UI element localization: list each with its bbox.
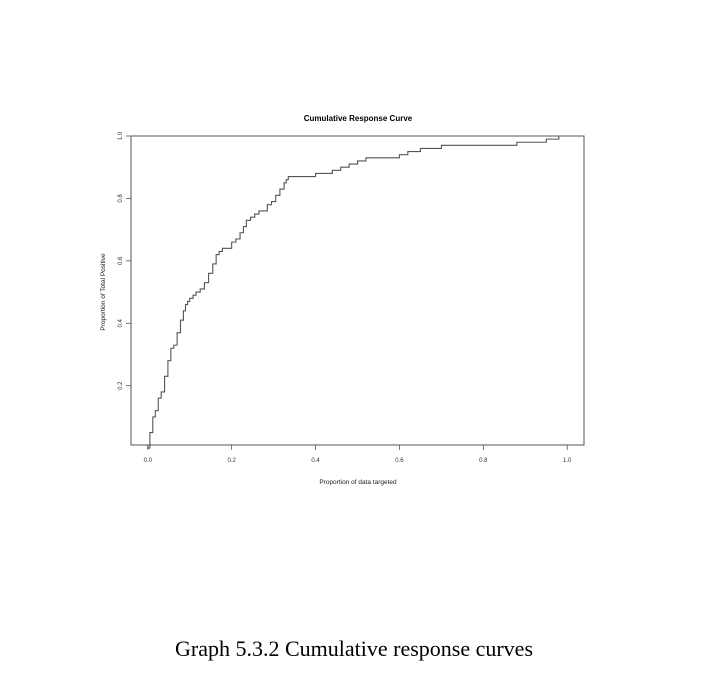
x-tick-label: 0.4 [311,458,320,464]
y-tick-label: 0.6 [118,256,124,265]
figure-caption: Graph 5.3.2 Cumulative response curves [174,636,534,661]
x-tick-label: 0.6 [395,458,404,464]
y-tick-label: 0.4 [118,318,124,327]
x-tick-label: 0.2 [227,458,236,464]
y-tick-label: 1.0 [118,131,124,140]
cumulative-response-line [147,136,560,449]
y-tick-label: 0.8 [118,194,124,203]
x-tick-label: 1.0 [563,458,572,464]
y-axis-label: Proportion of Total Positive [100,253,107,331]
x-axis-label: Proportion of data targeted [319,479,397,486]
x-tick-label: 0.0 [144,458,153,464]
y-tick-label: 0.2 [118,381,124,390]
chart-title: Cumulative Response Curve [304,114,413,123]
x-axis: 0.0 0.2 0.4 0.6 0.8 1.0 [144,445,572,464]
plot-area-frame [130,135,585,446]
x-tick-label: 0.8 [479,458,488,464]
y-axis: 0.2 0.4 0.6 0.8 1.0 [118,131,131,390]
